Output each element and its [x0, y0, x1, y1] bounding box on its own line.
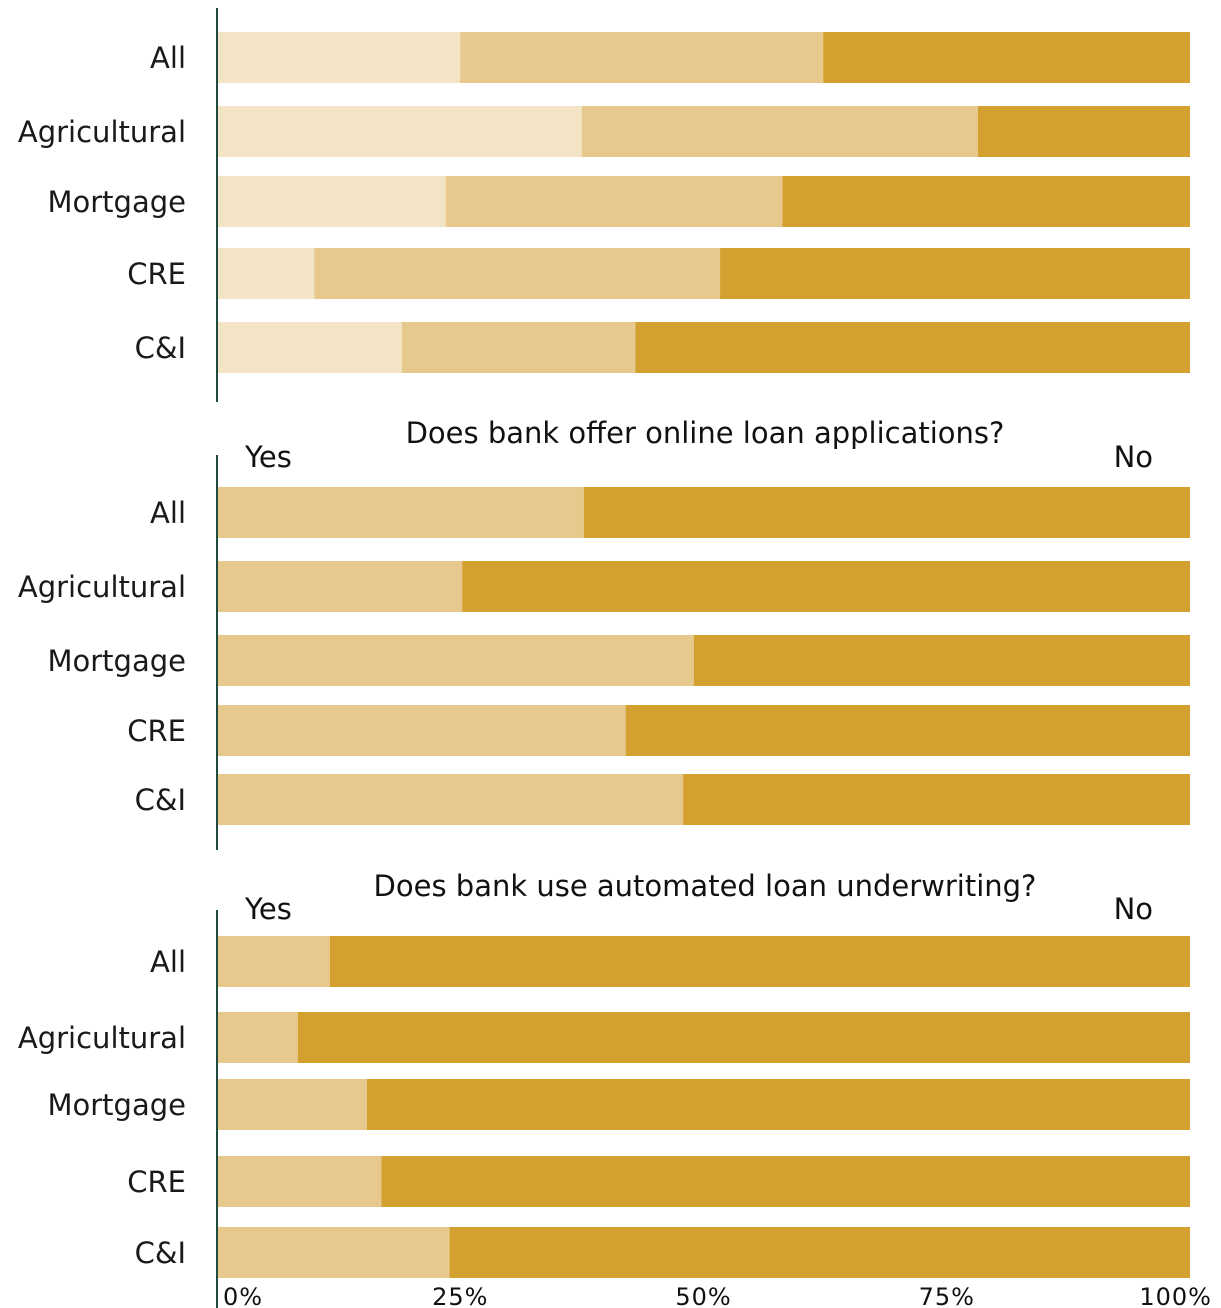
x-tick-label: 25% [432, 1283, 488, 1308]
bar-segment-candi-1 [217, 322, 402, 373]
x-tick-label: 75% [919, 1283, 975, 1308]
category-label-mortgage: Mortgage [48, 185, 187, 219]
bar-segment-candi-1 [217, 1227, 450, 1278]
bar-segment-agricultural-3 [977, 106, 1190, 157]
category-label-mortgage: Mortgage [48, 1088, 187, 1122]
bar-segment-agricultural-1 [217, 106, 582, 157]
x-axis: 0% 25% 50% 75% 100% [223, 1283, 1212, 1308]
category-label-cre: CRE [127, 1165, 186, 1199]
bar-segment-mortgage-1 [217, 176, 446, 227]
bar-segment-candi-2 [449, 1227, 1190, 1278]
category-label-agricultural: Agricultural [18, 570, 186, 604]
bar-segment-cre-2 [314, 248, 721, 299]
bar-segment-all-2 [460, 32, 824, 83]
panel-2: All Agricultural Mortgage CRE C&I Does bank o… [18, 416, 1190, 850]
bar-segment-mortgage-1 [217, 1079, 367, 1130]
bar-segment-agricultural-2 [462, 561, 1190, 612]
category-label-candi: C&I [135, 1236, 186, 1270]
no-label: No [1114, 440, 1153, 474]
panel-title: Does bank offer online loan applications… [406, 416, 1005, 450]
category-label-all: All [150, 496, 186, 530]
x-tick-label: 50% [675, 1283, 731, 1308]
bar-segment-agricultural-1 [217, 561, 463, 612]
category-label-candi: C&I [135, 331, 186, 365]
category-label-cre: CRE [127, 257, 186, 291]
bar-segment-all-2 [583, 487, 1190, 538]
bar-segment-cre-1 [217, 705, 626, 756]
bar-segment-all-1 [217, 936, 330, 987]
category-label-agricultural: Agricultural [18, 115, 186, 149]
panel-title: Does bank use automated loan underwritin… [374, 869, 1037, 903]
category-label-candi: C&I [135, 783, 186, 817]
bar-segment-all-1 [217, 487, 584, 538]
bar-segment-agricultural-2 [297, 1012, 1190, 1063]
category-label-agricultural: Agricultural [18, 1021, 186, 1055]
bar-segment-cre-2 [625, 705, 1190, 756]
x-tick-label: 0% [223, 1283, 263, 1308]
category-label-all: All [150, 41, 186, 75]
bar-segment-mortgage-2 [366, 1079, 1191, 1130]
panel-3: All Agricultural Mortgage CRE C&I Does bank u… [18, 869, 1191, 1308]
bar-segment-cre-2 [381, 1156, 1190, 1207]
bar-segment-mortgage-2 [445, 176, 783, 227]
bar-segment-cre-3 [720, 248, 1190, 299]
bar-segment-agricultural-1 [217, 1012, 298, 1063]
bar-segment-cre-1 [217, 248, 315, 299]
category-label-all: All [150, 945, 186, 979]
x-tick-label: 100% [1139, 1283, 1212, 1308]
bar-segment-candi-2 [401, 322, 636, 373]
yes-label: Yes [244, 892, 292, 926]
bar-segment-all-1 [217, 32, 461, 83]
panel-1: All Agricultural Mortgage CRE C&I [18, 8, 1190, 402]
category-label-mortgage: Mortgage [48, 644, 187, 678]
bar-segment-candi-2 [683, 774, 1190, 825]
no-label: No [1114, 892, 1153, 926]
bar-segment-all-2 [329, 936, 1190, 987]
bar-segment-candi-3 [635, 322, 1190, 373]
yes-label: Yes [244, 440, 292, 474]
bar-segment-cre-1 [217, 1156, 382, 1207]
bar-segment-agricultural-2 [581, 106, 978, 157]
category-label-cre: CRE [127, 714, 186, 748]
bar-segment-all-3 [823, 32, 1190, 83]
bar-segment-mortgage-2 [693, 635, 1190, 686]
bar-segment-mortgage-3 [782, 176, 1190, 227]
bar-segment-candi-1 [217, 774, 684, 825]
bar-segment-mortgage-1 [217, 635, 694, 686]
